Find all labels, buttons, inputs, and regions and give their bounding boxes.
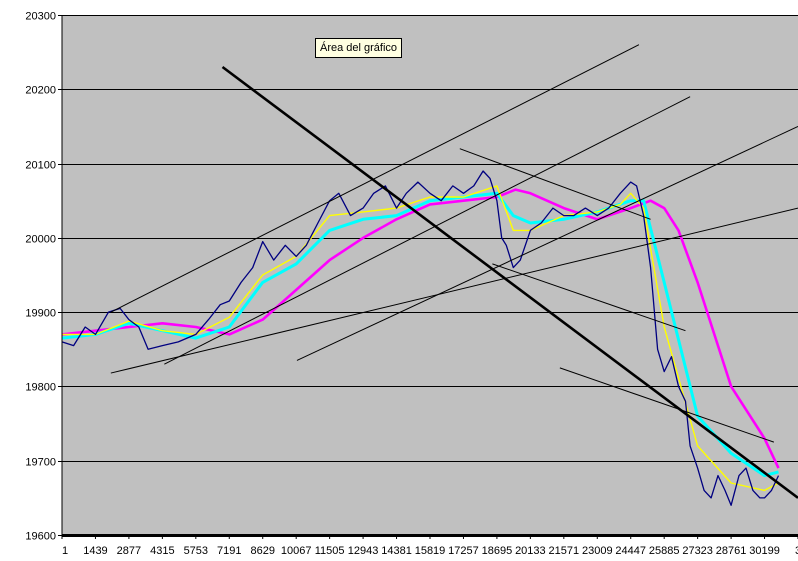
- series-layer: [61, 170, 780, 506]
- x-tick-label: 15819: [415, 545, 446, 556]
- x-axis: 1 1439 2877 4315 5753 7191 8629 10067 11505 12943…: [61, 534, 798, 557]
- x-tick-label: 11505: [315, 545, 345, 556]
- trendline[interactable]: [110, 207, 798, 374]
- x-tick-label: 18695: [482, 545, 513, 556]
- x-tick-label: 25885: [649, 545, 680, 556]
- y-tick-label: 20000: [25, 234, 56, 246]
- x-tick-label: 1: [62, 545, 68, 556]
- gridlines: [62, 15, 798, 462]
- x-tick-label: 7191: [217, 545, 241, 556]
- trendline-layer: [110, 44, 798, 499]
- y-tick-label: 19800: [25, 382, 56, 394]
- series-ma-fast-line[interactable]: [62, 185, 779, 492]
- x-tick-label: 2877: [117, 545, 141, 556]
- x-tick-label: 17257: [448, 545, 479, 556]
- x-tick-label: 8629: [250, 545, 274, 556]
- x-tick-label: 12943: [348, 545, 379, 556]
- y-tick-label: 19600: [25, 531, 56, 543]
- x-tick-label: 23009: [582, 545, 613, 556]
- x-tick-label: 27323: [682, 545, 713, 556]
- trendline[interactable]: [296, 125, 798, 361]
- trendline[interactable]: [221, 65, 798, 499]
- y-axis: 19600 19700 19800 19900 20000 20100 20200 20300: [25, 11, 63, 543]
- x-tick-label: 20133: [515, 545, 546, 556]
- chart-area-tooltip: Área del gráfico: [315, 38, 403, 58]
- series-price-line[interactable]: [61, 170, 780, 506]
- x-tick-label: 4315: [150, 545, 174, 556]
- y-tick-label: 20300: [25, 11, 56, 23]
- trendline[interactable]: [559, 367, 775, 443]
- x-tick-label: 24447: [615, 545, 646, 556]
- x-tick-label: 28761: [716, 545, 747, 556]
- trendline[interactable]: [492, 263, 686, 332]
- x-tick-label: 30199: [749, 545, 780, 556]
- trendline[interactable]: [110, 44, 640, 313]
- trendline[interactable]: [164, 96, 691, 365]
- x-tick-label: 10067: [281, 545, 312, 556]
- plot-area[interactable]: [62, 15, 798, 535]
- y-tick-label: 19700: [25, 457, 56, 469]
- y-tick-label: 19900: [25, 308, 56, 320]
- x-tick-label: 3: [795, 545, 798, 556]
- x-tick-label: 21571: [549, 545, 580, 556]
- y-tick-label: 20200: [25, 85, 56, 97]
- y-tick-label: 20100: [25, 160, 56, 172]
- x-tick-label: 5753: [184, 545, 208, 556]
- trendline[interactable]: [459, 148, 651, 220]
- x-tick-label: 14381: [381, 545, 412, 556]
- x-tick-label: 1439: [83, 545, 107, 556]
